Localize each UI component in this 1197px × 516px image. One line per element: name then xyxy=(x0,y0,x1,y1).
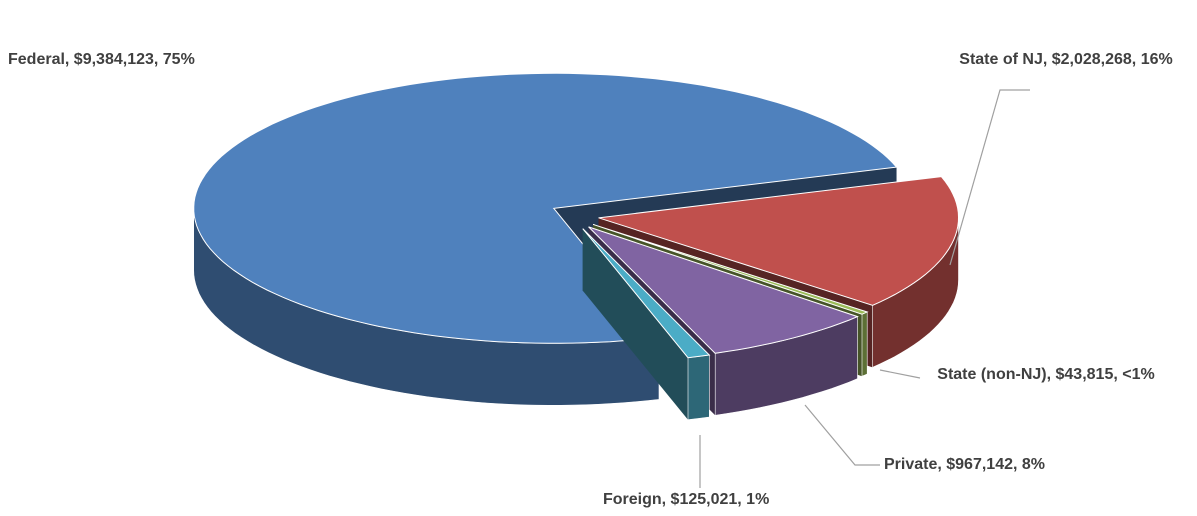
slice xyxy=(582,228,711,359)
slice-side xyxy=(582,228,688,420)
slice xyxy=(193,72,898,344)
leader-line xyxy=(949,89,1030,266)
data-label: Private, $967,142, 8% xyxy=(884,456,1046,473)
slice xyxy=(592,223,869,315)
slice-wall xyxy=(687,354,710,421)
data-label: Federal, $9,384,123, 75% xyxy=(8,51,195,68)
slice xyxy=(588,226,859,354)
data-label: State (non-NJ), $43,815, <1% xyxy=(937,366,1155,383)
data-label: State of NJ, $2,028,268, 16% xyxy=(959,51,1173,68)
slice-wall xyxy=(861,311,868,377)
data-label: Foreign, $125,021, 1% xyxy=(603,491,770,508)
leader-line xyxy=(879,369,921,379)
slice xyxy=(598,176,960,306)
leader-line xyxy=(804,404,880,466)
